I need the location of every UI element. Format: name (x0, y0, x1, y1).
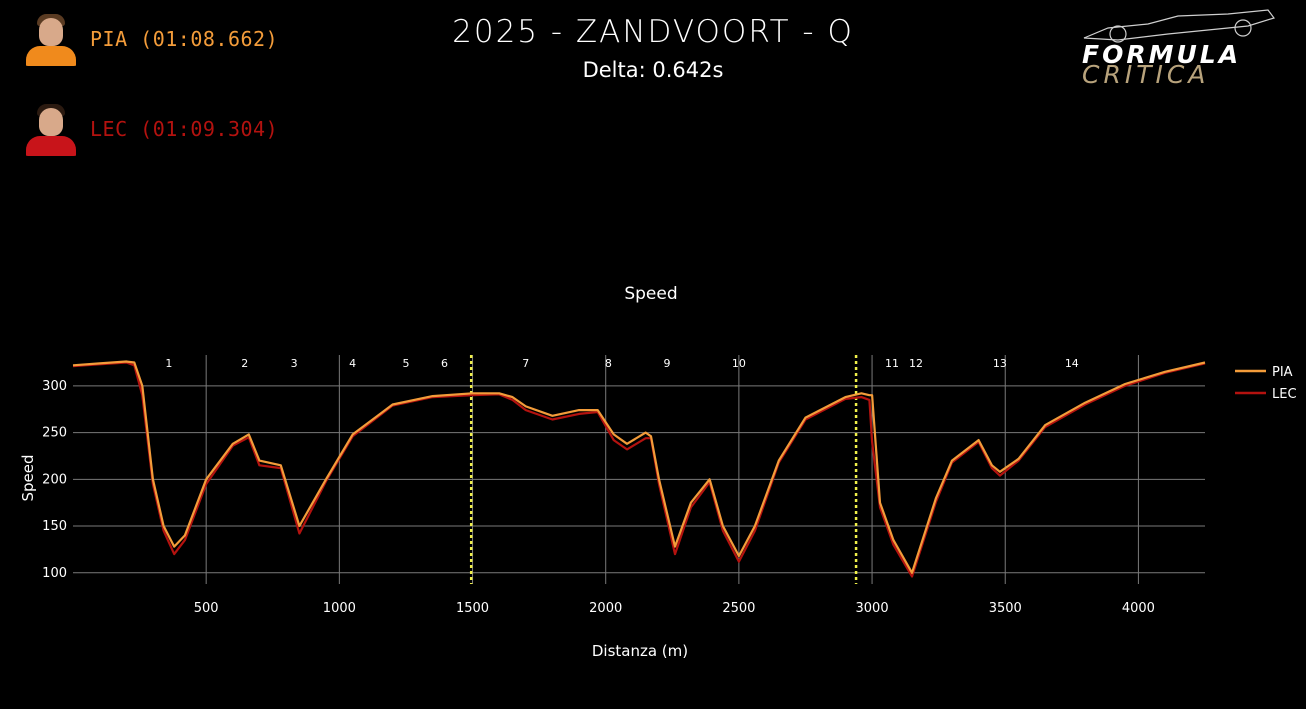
driver-pia: PIA (01:08.662) (24, 12, 278, 66)
driver-label-lec: LEC (01:09.304) (90, 117, 279, 141)
corner-label: 5 (402, 357, 409, 370)
series-line-lec (72, 361, 1206, 578)
driver-lec: LEC (01:09.304) (24, 102, 278, 156)
corner-label: 11 (885, 357, 899, 370)
corner-label: 9 (663, 357, 670, 370)
driver-label-pia: PIA (01:08.662) (90, 27, 279, 51)
x-tick-label: 3500 (989, 601, 1022, 616)
y-tick-label: 300 (42, 379, 67, 394)
logo-line2: CRITICA (1082, 60, 1210, 89)
delta-text: Delta: 0.642s (582, 58, 724, 82)
corner-label: 13 (993, 357, 1007, 370)
x-tick-label: 500 (194, 601, 219, 616)
y-tick-label: 250 (42, 426, 67, 441)
corner-label: 3 (291, 357, 298, 370)
page-title: 2025 - ZANDVOORT - Q (452, 14, 854, 50)
corner-label: 6 (441, 357, 448, 370)
formula-critica-logo: FORMULA CRITICA (1078, 6, 1280, 89)
y-axis-label: Speed (19, 454, 37, 501)
corner-label: 10 (732, 357, 746, 370)
y-tick-label: 150 (42, 519, 67, 534)
car-silhouette-icon (1083, 9, 1275, 43)
x-tick-label: 2500 (722, 601, 755, 616)
corner-label: 4 (349, 357, 356, 370)
x-tick-label: 1000 (323, 601, 356, 616)
legend-label: LEC (1272, 387, 1297, 402)
series-line-pia (72, 360, 1206, 574)
corner-label: 7 (522, 357, 529, 370)
chart-title: Speed (624, 284, 677, 304)
corner-label: 12 (909, 357, 923, 370)
x-tick-label: 4000 (1122, 601, 1155, 616)
driver-avatar-pia (24, 12, 78, 66)
x-tick-label: 1500 (456, 601, 489, 616)
legend-label: PIA (1272, 365, 1293, 380)
corner-label: 1 (165, 357, 172, 370)
driver-avatar-lec (24, 102, 78, 156)
x-axis-label: Distanza (m) (592, 642, 688, 660)
y-tick-label: 200 (42, 472, 67, 487)
y-tick-label: 100 (42, 566, 67, 581)
x-tick-label: 3000 (856, 601, 889, 616)
legend: PIA LEC (1235, 365, 1297, 402)
logo-line1: FORMULA (1082, 40, 1242, 69)
x-tick-label: 2000 (589, 601, 622, 616)
corner-label: 2 (241, 357, 248, 370)
corner-label: 8 (605, 357, 612, 370)
corner-label: 14 (1065, 357, 1079, 370)
